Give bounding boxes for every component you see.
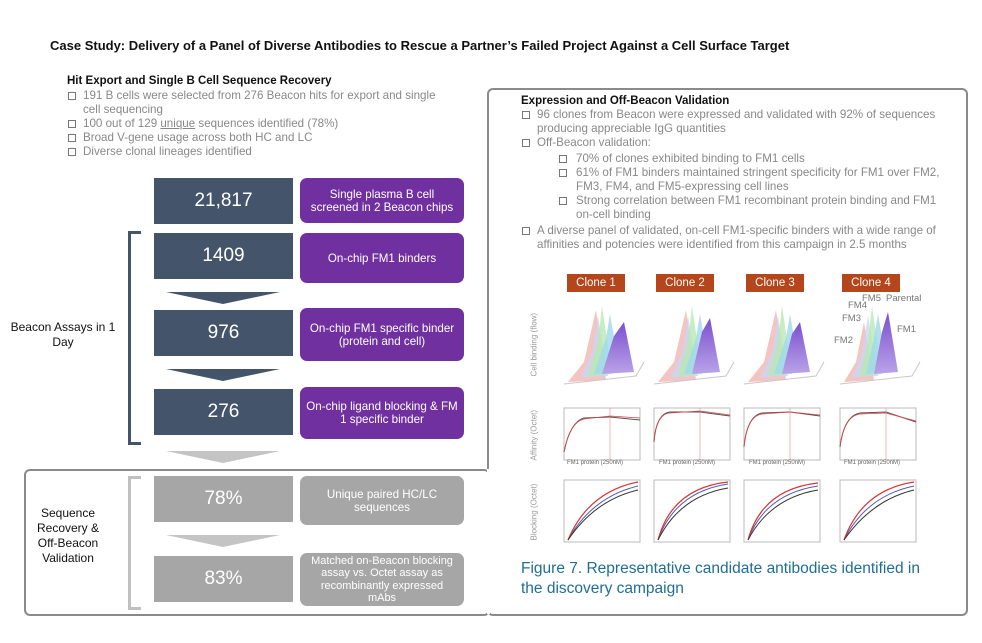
beacon-bracket	[128, 231, 141, 445]
page-title: Case Study: Delivery of a Panel of Diver…	[50, 38, 790, 53]
bullet-item: A diverse panel of validated, on-cell FM…	[521, 224, 946, 252]
blocking-plots	[563, 479, 917, 543]
bullet-item: Broad V-gene usage across both HC and LC	[67, 131, 445, 145]
representative-figure	[563, 306, 921, 543]
flow-histogram-clone3	[743, 306, 825, 385]
frame-joiner	[487, 469, 490, 614]
fm4-label: FM4	[848, 300, 867, 311]
sub-bullet-item: 70% of clones exhibited binding to FM1 c…	[558, 152, 948, 166]
funnel-label-3: On-chip FM1 specific binder (protein and…	[300, 308, 464, 361]
sub-bullet-item: Strong correlation between FM1 recombina…	[558, 194, 948, 222]
clone-tag-2: Clone 2	[656, 274, 714, 292]
hit-export-bullets: 191 B cells were selected from 276 Beaco…	[67, 89, 445, 159]
funnel-arrow	[166, 369, 280, 381]
flow-histogram-clone4	[839, 306, 921, 385]
funnel-label-1: Single plasma B cell screened in 2 Beaco…	[300, 178, 464, 223]
figure-caption: Figure 7. Representative candidate antib…	[521, 560, 920, 597]
funnel-label-6: Matched on-Beacon blocking assay vs. Oct…	[300, 553, 464, 606]
row-label-blocking: Blocking (Octet)	[529, 483, 539, 541]
funnel-label-5: Unique paired HC/LC sequences	[300, 476, 464, 525]
expression-heading: Expression and Off-Beacon Validation	[521, 95, 730, 107]
row-label-affinity: Affinity (Octet)	[529, 409, 539, 461]
funnel-step-6: 83%	[154, 556, 293, 602]
expression-validation-frame	[487, 88, 968, 616]
expression-bullets: 96 clones from Beacon were expressed and…	[521, 108, 946, 150]
flow-histogram-clone1	[563, 306, 645, 385]
fm3-label: FM3	[842, 313, 861, 324]
funnel-step-2: 1409	[154, 233, 293, 279]
bullet-item: Off-Beacon validation:	[521, 136, 946, 150]
row-label-cell-binding: Cell binding (flow)	[529, 312, 539, 377]
xaxis-label-1: FM1 protein (250nM)	[567, 460, 624, 466]
fm2-label: FM2	[834, 335, 853, 346]
funnel-label-2: On-chip FM1 binders	[300, 233, 464, 283]
funnel-arrow	[166, 292, 280, 304]
funnel-arrow	[166, 451, 280, 463]
bullet-item: 191 B cells were selected from 276 Beaco…	[67, 89, 445, 117]
flow-histogram-clone2	[653, 306, 735, 385]
group-label-beacon: Beacon Assays in 1 Day	[10, 320, 116, 349]
clone-tag-3: Clone 3	[746, 274, 804, 292]
fm5-label: FM5	[862, 293, 881, 304]
funnel-arrow	[166, 535, 280, 547]
funnel-label-4: On-chip ligand blocking & FM 1 specific …	[300, 387, 464, 439]
expression-bullets-2: A diverse panel of validated, on-cell FM…	[521, 224, 946, 252]
parental-label: Parental	[886, 293, 922, 304]
funnel-step-1: 21,817	[154, 178, 293, 224]
sub-bullet-item: 61% of FM1 binders maintained stringent …	[558, 166, 948, 194]
affinity-plots	[563, 407, 917, 461]
group-label-sequence: Sequence Recovery & Off-Beacon Validatio…	[36, 506, 100, 565]
hit-export-heading: Hit Export and Single B Cell Sequence Re…	[67, 75, 332, 87]
bullet-item: 96 clones from Beacon were expressed and…	[521, 108, 946, 136]
clone-tag-4: Clone 4	[842, 274, 900, 292]
sequence-bracket	[128, 476, 141, 610]
clone-tag-1: Clone 1	[567, 274, 625, 292]
xaxis-label-2: FM1 protein (250nM)	[659, 460, 716, 466]
bullet-item: 100 out of 129 unique sequences identifi…	[67, 117, 445, 131]
funnel-step-4: 276	[154, 389, 293, 435]
bullet-item: Diverse clonal lineages identified	[67, 145, 445, 159]
xaxis-label-3: FM1 protein (250nM)	[749, 460, 806, 466]
xaxis-label-4: FM1 protein (250nM)	[844, 460, 901, 466]
funnel-step-5: 78%	[154, 476, 293, 522]
validation-subbullets: 70% of clones exhibited binding to FM1 c…	[558, 152, 948, 222]
fm1-label: FM1	[897, 324, 916, 335]
funnel-step-3: 976	[154, 310, 293, 356]
